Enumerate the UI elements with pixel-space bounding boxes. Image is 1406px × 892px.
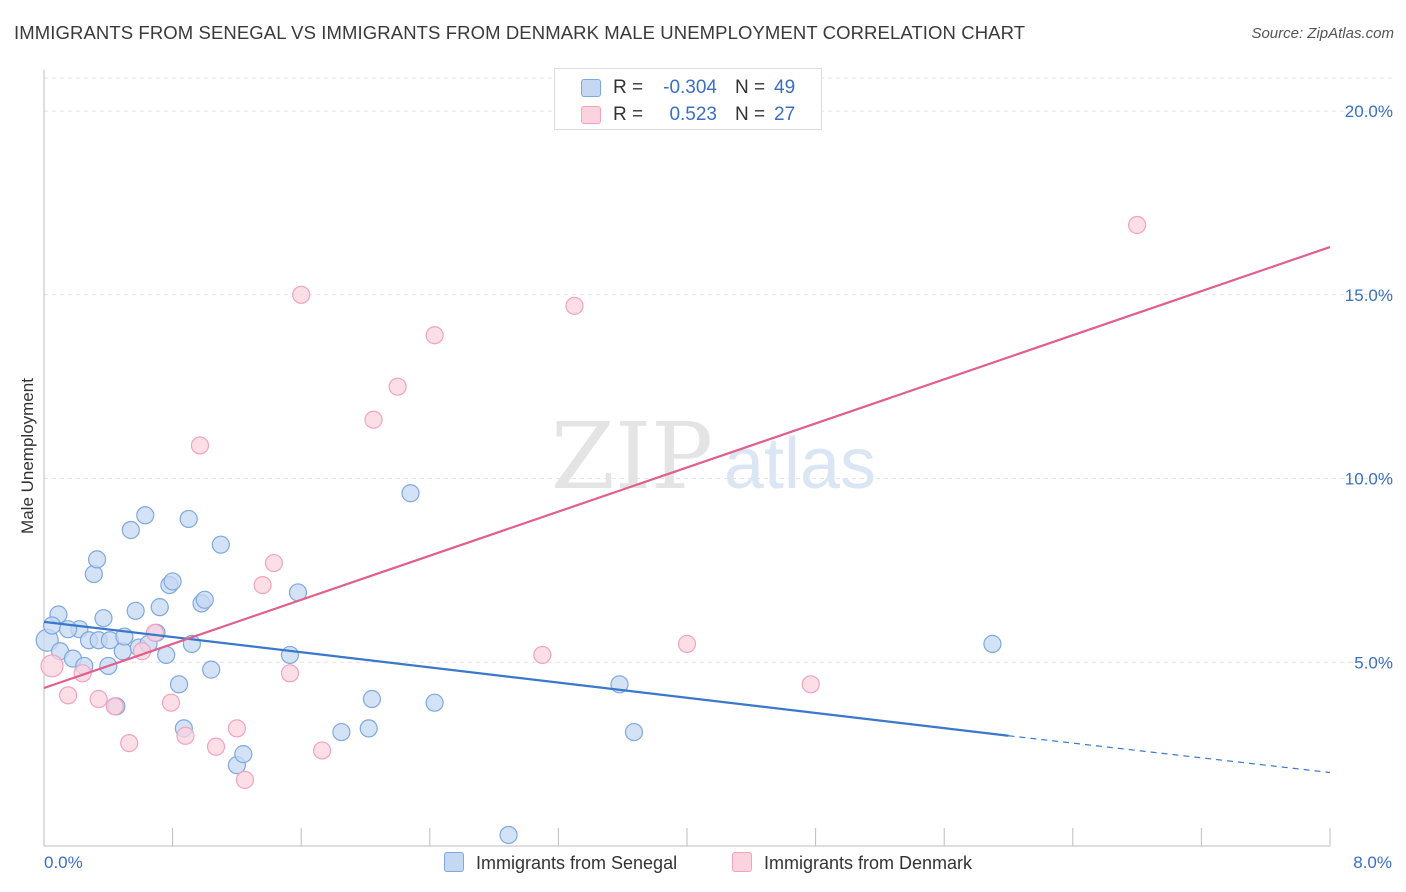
- point-denmark: [190, 436, 210, 455]
- point-denmark: [388, 377, 407, 396]
- point-senegal: [42, 616, 62, 635]
- legend-row-denmark: R = 0.523 N = 27: [555, 101, 821, 127]
- point-denmark: [206, 737, 226, 756]
- legend-label-denmark: Immigrants from Denmark: [764, 853, 973, 873]
- point-senegal: [126, 601, 145, 620]
- grid-lines: [44, 77, 1394, 663]
- legend-r-denmark: 0.523: [669, 104, 717, 125]
- legend-row-senegal: R = -0.304 N = 49: [555, 74, 821, 100]
- point-denmark: [312, 741, 332, 760]
- trend-line-denmark: [43, 245, 1331, 690]
- point-denmark: [73, 664, 92, 683]
- point-senegal: [332, 722, 351, 742]
- point-denmark: [364, 410, 383, 429]
- point-senegal: [179, 509, 198, 529]
- point-senegal: [195, 590, 214, 609]
- point-senegal: [169, 675, 189, 694]
- point-denmark: [89, 689, 108, 709]
- y-tick-labels: 5.0% 10.0% 15.0% 20.0%: [1345, 102, 1393, 672]
- x-tick-min: 0.0%: [44, 853, 83, 872]
- legend-swatch-senegal: [444, 852, 464, 872]
- point-denmark: [145, 623, 165, 642]
- y-tick-label: 15.0%: [1345, 286, 1393, 305]
- legend-item-senegal: Immigrants from Senegal: [444, 852, 677, 874]
- point-denmark: [677, 634, 697, 653]
- point-senegal: [202, 660, 221, 679]
- watermark-atlas: atlas: [724, 424, 876, 504]
- point-senegal: [211, 535, 230, 554]
- legend-n-label: N =: [735, 77, 766, 98]
- point-senegal: [401, 484, 420, 503]
- legend-n-senegal: 49: [774, 77, 796, 98]
- point-denmark: [235, 770, 255, 789]
- point-denmark: [280, 664, 300, 683]
- trend-line-senegal-extension: [1008, 735, 1331, 774]
- point-denmark: [801, 675, 820, 694]
- axes: [43, 70, 1331, 847]
- source-label: Source: ZipAtlas.com: [1251, 25, 1394, 42]
- legend-item-denmark: Immigrants from Denmark: [732, 852, 972, 874]
- legend-label-senegal: Immigrants from Senegal: [476, 853, 678, 873]
- legend-swatch-denmark: [732, 852, 752, 872]
- point-senegal: [280, 645, 300, 665]
- point-senegal: [234, 745, 253, 764]
- point-denmark: [425, 326, 444, 345]
- point-denmark: [264, 553, 283, 573]
- x-tick-max: 8.0%: [1353, 853, 1392, 872]
- point-senegal: [362, 689, 382, 709]
- legend-r-label: R =: [613, 104, 644, 125]
- point-senegal: [87, 550, 107, 569]
- y-tick-label: 5.0%: [1354, 653, 1393, 672]
- trend-line-senegal: [43, 620, 1009, 737]
- chart-title: IMMIGRANTS FROM SENEGAL VS IMMIGRANTS FR…: [14, 22, 1026, 43]
- point-senegal: [624, 722, 644, 742]
- legend-swatch-denmark: [581, 106, 601, 124]
- y-tick-label: 20.0%: [1345, 102, 1393, 121]
- legend-r-senegal: -0.304: [663, 77, 717, 98]
- legend-swatch-senegal: [581, 79, 601, 97]
- point-senegal: [499, 825, 518, 845]
- point-denmark: [120, 734, 139, 753]
- point-denmark: [227, 719, 246, 738]
- point-senegal: [983, 634, 1002, 653]
- point-denmark: [105, 697, 124, 716]
- point-senegal: [359, 719, 378, 738]
- point-denmark: [59, 686, 78, 705]
- point-denmark: [292, 285, 311, 304]
- point-denmark: [253, 576, 272, 595]
- point-denmark: [1127, 215, 1147, 235]
- point-denmark: [176, 726, 195, 745]
- point-denmark: [40, 654, 64, 678]
- point-senegal: [425, 693, 444, 712]
- point-senegal: [136, 506, 155, 525]
- point-senegal: [163, 572, 182, 591]
- legend-n-denmark: 27: [774, 104, 796, 125]
- point-denmark: [161, 693, 181, 712]
- point-senegal: [84, 564, 103, 584]
- stats-legend: R = -0.304 N = 49 R = 0.523 N = 27: [554, 68, 822, 130]
- point-senegal: [121, 520, 140, 540]
- legend-n-label: N =: [735, 104, 766, 125]
- y-tick-label: 10.0%: [1345, 470, 1393, 489]
- point-denmark: [565, 296, 584, 315]
- trend-lines: [43, 245, 1331, 774]
- y-axis-label: Male Unemployment: [18, 378, 37, 534]
- data-points: [35, 215, 1147, 845]
- watermark-zip: ZIP: [551, 403, 713, 510]
- legend-r-label: R =: [613, 77, 644, 98]
- point-denmark: [533, 645, 552, 665]
- point-senegal: [150, 598, 169, 617]
- point-senegal: [94, 609, 113, 628]
